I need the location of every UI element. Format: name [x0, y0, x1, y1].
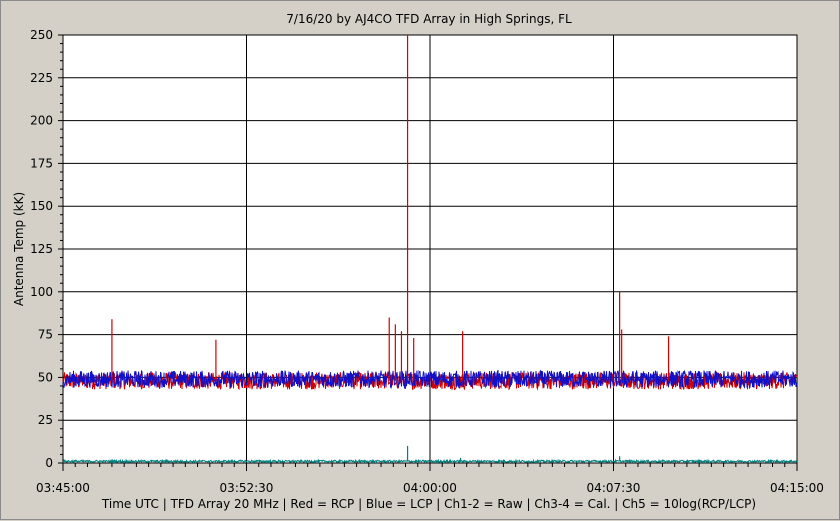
x-tick-label: 04:15:00 — [770, 481, 824, 495]
y-tick-label: 225 — [30, 71, 53, 85]
y-tick-label: 0 — [45, 456, 53, 470]
y-tick-label: 100 — [30, 285, 53, 299]
chart-title: 7/16/20 by AJ4CO TFD Array in High Sprin… — [286, 12, 572, 26]
y-tick-label: 250 — [30, 28, 53, 42]
y-tick-label: 25 — [38, 413, 53, 427]
x-tick-label: 04:07:30 — [587, 481, 641, 495]
x-tick-label: 03:52:30 — [220, 481, 274, 495]
series-1 — [62, 369, 798, 390]
series-line — [62, 369, 798, 390]
axes-group: 0 25 50 75 100 125 150 175 200 225 250 03:45:00 03:5… — [30, 28, 824, 495]
x-tick-label: 03:45:00 — [36, 481, 90, 495]
y-tick-label: 125 — [30, 242, 53, 256]
y-tick-label: 75 — [38, 328, 53, 342]
y-tick-label: 200 — [30, 114, 53, 128]
series-line — [62, 458, 798, 465]
series-group — [62, 35, 798, 465]
y-tick-label: 175 — [30, 156, 53, 170]
x-tick-label: 04:00:00 — [403, 481, 457, 495]
series-2 — [62, 445, 798, 465]
y-axis-label: Antenna Temp (kK) — [12, 192, 26, 306]
x-axis-label: Time UTC | TFD Array 20 MHz | Red = RCP … — [101, 497, 756, 511]
y-tick-label: 150 — [30, 199, 53, 213]
y-tick-label: 50 — [38, 370, 53, 384]
